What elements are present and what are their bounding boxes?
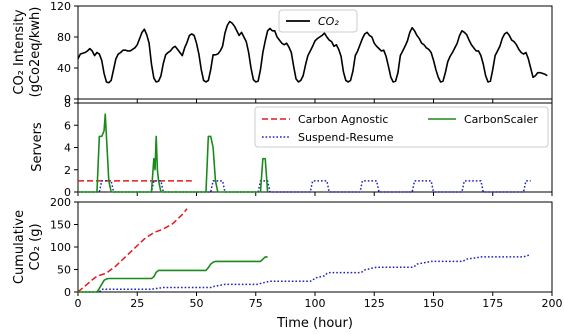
panel0-ytick-label: 0: [64, 93, 71, 106]
cumulative-ylabel-line1: Cumulative: [12, 210, 27, 284]
co2-ylabel-line1: CO₂ Intensity: [12, 9, 27, 95]
xtick-label: 150: [423, 297, 444, 310]
panel0-ytick-label: 40: [57, 62, 71, 75]
panel1-ytick-label: 2: [64, 164, 71, 177]
series-line-suspend-resume: [78, 253, 531, 293]
panel0-ytick-label: 80: [57, 31, 71, 44]
legend-label-carbon-agnostic: Carbon Agnostic: [298, 113, 388, 126]
servers-legend: Carbon Agnostic Suspend-Resume CarbonSca…: [254, 106, 549, 148]
panel1-ytick-label: 6: [64, 119, 71, 132]
panel0-ytick-label: 120: [50, 0, 71, 13]
series-line-carbonscaler: [78, 113, 269, 193]
xtick-label: 175: [482, 297, 503, 310]
co2-legend-box: [278, 9, 358, 33]
xtick-label: 50: [190, 297, 204, 310]
xtick-label: 125: [364, 297, 385, 310]
xtick-label: 0: [75, 297, 82, 310]
panel1-ytick-label: 4: [64, 142, 71, 155]
series-line-carbon-agnostic: [77, 208, 188, 293]
co2-legend-label: CO₂: [318, 15, 339, 28]
xtick-label: 200: [542, 297, 563, 310]
servers-legend-box: [254, 106, 549, 148]
panel1-ytick-label: 8: [64, 97, 71, 110]
series-line-suspend-resume: [78, 180, 531, 193]
panel2-ytick-label: 100: [50, 241, 71, 254]
xtick-label: 100: [305, 297, 326, 310]
panel2-ytick-label: 0: [64, 286, 71, 299]
legend-label-carbonscaler: CarbonScaler: [464, 113, 538, 126]
co2-ylabel-line2: (gCo2eq/kwh): [28, 7, 43, 98]
cumulative-ylabel-line2: CO₂ (g): [28, 223, 43, 270]
x-axis-label: Time (hour): [276, 316, 353, 331]
servers-ylabel: Servers: [30, 122, 45, 172]
panel2-ytick-label: 50: [57, 264, 71, 277]
series-line-co: [77, 20, 548, 84]
xtick-label: 75: [249, 297, 263, 310]
co2-legend: CO₂: [278, 9, 358, 33]
series-line-carbonscaler: [78, 256, 268, 293]
legend-label-suspend-resume: Suspend-Resume: [298, 131, 394, 144]
xtick-label: 25: [130, 297, 144, 310]
panel2-ytick-label: 150: [50, 219, 71, 232]
panel2-ytick-label: 200: [50, 196, 71, 209]
panel1-ytick-label: 0: [64, 186, 71, 199]
